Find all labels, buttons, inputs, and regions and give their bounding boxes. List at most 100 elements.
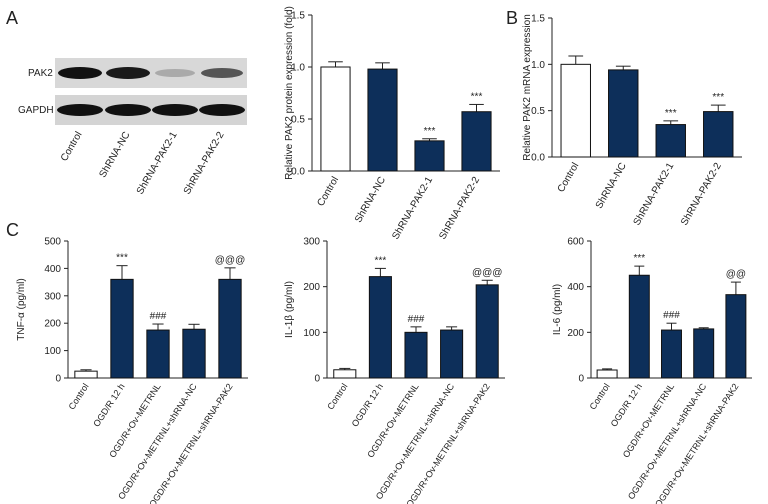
y-tick-label: 300 [303,237,320,248]
band [105,104,151,116]
bar [74,370,98,379]
panel-label: A [6,8,18,28]
y-tick-label: 200 [567,328,584,339]
significance-label: *** [665,108,677,119]
bar [110,278,134,379]
y-axis-label: IL-1β (pg/ml) [284,281,295,338]
x-tick-label: ShRNA-PAK2-2 [437,175,482,242]
y-axis-label: Relative PAK2 protein expression (fold) [284,6,295,180]
band [58,67,102,79]
y-tick-label: 0.0 [531,153,545,164]
y-tick-label: 400 [44,264,61,275]
lane-label: ShRNA-NC [98,130,133,180]
band [57,104,103,116]
x-tick-label: ShRNA-NC [594,161,629,211]
x-tick-label: ShRNA-PAK2-1 [632,161,677,228]
panel-label: C [6,220,19,240]
bar [146,329,170,379]
significance-label: @@@ [215,255,245,266]
bar [725,294,747,379]
y-tick-label: 1.0 [531,60,545,71]
blot-row-label: PAK2 [28,68,53,79]
x-tick-label: Control [66,382,90,412]
significance-label: ### [663,310,680,321]
bar [333,369,357,379]
y-axis-label: TNF-α (pg/ml) [16,278,27,340]
band [199,104,245,116]
y-tick-label: 1.0 [291,63,305,74]
panel-label: B [506,8,518,28]
chart: IL-6 (pg/ml) 0 200 400 600 Control *** OGD/R 12… [552,237,752,504]
bar [703,111,734,158]
x-tick-label: OGD/R 12 h [91,382,126,429]
y-tick-label: 0.0 [291,167,305,178]
significance-label: *** [471,91,483,102]
y-tick-label: 0 [578,374,584,385]
chart: IL-1β (pg/ml) 0 100 200 300 Control *** OGD/R 1… [284,237,505,504]
bar [404,331,428,379]
x-tick-label: ShRNA-NC [353,175,388,225]
y-tick-label: 600 [567,237,584,248]
significance-label: *** [375,255,387,266]
chart: Relative PAK2 protein expression (fold)0… [284,6,500,241]
lane-label: ShRNA-PAK2-2 [182,130,227,197]
significance-label: *** [116,253,128,264]
y-tick-label: 0 [314,374,320,385]
significance-label: @@ [726,269,746,280]
bar [320,66,351,172]
bar [608,69,639,158]
significance-label: *** [633,253,645,264]
bar [596,369,618,379]
y-axis-label: Relative PAK2 mRNA expression [522,14,533,161]
bar [440,329,464,379]
x-tick-label: Control [588,382,612,412]
y-tick-label: 100 [303,328,320,339]
bar [182,328,206,379]
bar [655,124,686,158]
x-tick-label: OGD/R 12 h [350,382,385,429]
bar [367,68,398,172]
y-tick-label: 0.5 [531,106,545,117]
blot-row-label: GAPDH [18,105,54,116]
y-tick-label: 0.5 [291,115,305,126]
bar [461,111,492,172]
significance-label: @@@ [472,267,502,278]
x-tick-label: ShRNA-PAK2-1 [390,175,435,242]
bar [368,276,392,379]
significance-label: ### [150,311,167,322]
y-tick-label: 500 [44,237,61,248]
y-tick-label: 400 [567,282,584,293]
x-tick-label: ShRNA-PAK2-2 [679,161,724,228]
bar [560,63,591,158]
lane-label: ShRNA-PAK2-1 [135,130,180,197]
x-tick-label: OGD/R 12 h [609,382,644,429]
y-tick-label: 200 [44,319,61,330]
bar [661,329,682,379]
y-tick-label: 100 [44,346,61,357]
bar [693,328,715,379]
significance-label: ### [408,314,425,325]
x-tick-label: Control [315,175,341,208]
y-tick-label: 1.5 [291,11,305,22]
chart: TNF-α (pg/ml) 0 100 200 300 400 500 Control *** O… [16,237,248,504]
bar [628,274,650,379]
significance-label: *** [712,92,724,103]
y-tick-label: 200 [303,282,320,293]
bar [414,140,445,172]
band [106,67,150,79]
band [155,69,195,77]
x-tick-label: Control [556,161,582,194]
y-tick-label: 300 [44,291,61,302]
western-blot: PAK2 GAPDH Control ShRNA-NC ShRNA-PAK2-1… [18,58,247,196]
y-axis-label: IL-6 (pg/ml) [552,284,563,335]
y-tick-label: 0 [55,374,61,385]
significance-label: *** [424,126,436,137]
band [201,68,243,78]
bar [475,284,499,379]
lane-label: Control [59,130,85,163]
x-tick-label: Control [325,382,349,412]
band [152,104,198,116]
bar [218,278,242,379]
